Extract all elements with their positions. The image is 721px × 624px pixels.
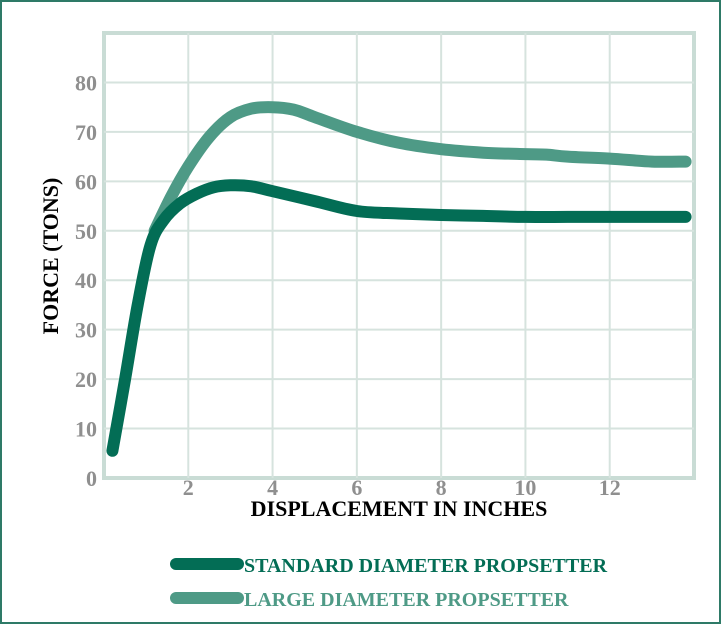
y-tick-label-10: 10 [75, 417, 97, 442]
x-tick-label-2: 2 [183, 475, 194, 500]
x-tick-label-8: 8 [436, 475, 447, 500]
legend-label-large: LARGE DIAMETER PROPSETTER [244, 589, 569, 611]
y-tick-label-60: 60 [75, 169, 97, 194]
series-lines [106, 101, 692, 457]
y-tick-label-70: 70 [75, 120, 97, 145]
y-tick-label-40: 40 [75, 268, 97, 293]
series-line-large [148, 101, 692, 237]
y-tick-labels: 0 10 20 30 40 50 60 70 80 [75, 70, 97, 491]
x-axis-title: DISPLACEMENT IN INCHES [251, 496, 548, 521]
x-tick-label-6: 6 [351, 475, 362, 500]
y-tick-label-20: 20 [75, 367, 97, 392]
x-tick-label-12: 12 [599, 475, 621, 500]
plot-area [102, 31, 696, 480]
y-tick-label-80: 80 [75, 70, 97, 95]
y-tick-label-50: 50 [75, 219, 97, 244]
x-tick-labels: 2 4 6 8 10 12 [183, 475, 621, 500]
x-tick-label-10: 10 [514, 475, 536, 500]
legend-label-standard: STANDARD DIAMETER PROPSETTER [244, 555, 608, 577]
legend: STANDARD DIAMETER PROPSETTER LARGE DIAME… [170, 555, 608, 611]
y-axis-title: FORCE (TONS) [38, 178, 63, 335]
series-line-standard [106, 179, 692, 457]
y-tick-label-0: 0 [86, 466, 97, 491]
x-tick-label-4: 4 [267, 475, 278, 500]
y-tick-label-30: 30 [75, 318, 97, 343]
